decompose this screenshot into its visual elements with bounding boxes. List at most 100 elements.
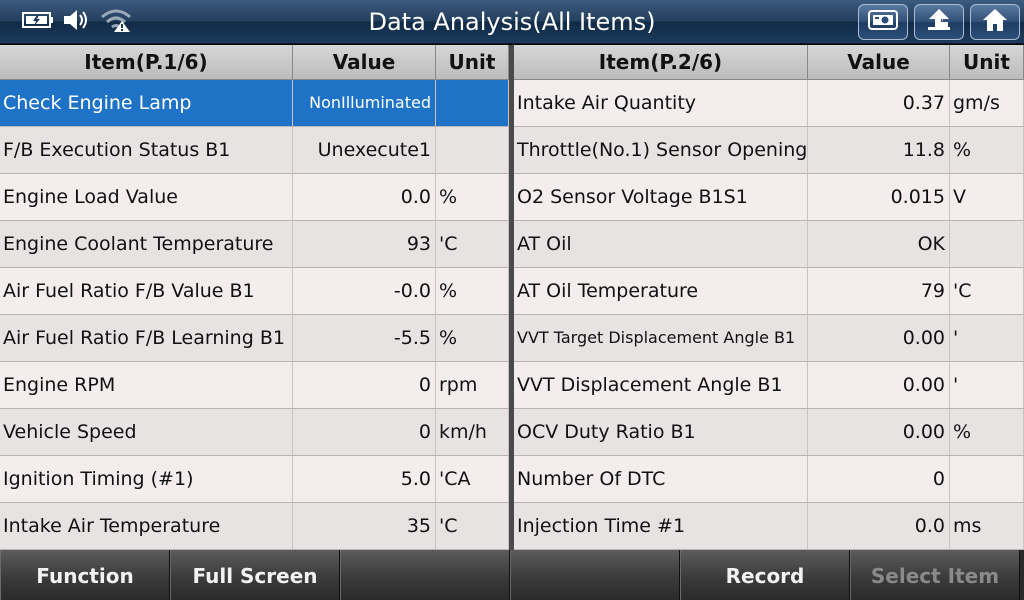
table-row[interactable]: Intake Air Quantity 0.37 gm/s <box>514 80 1024 127</box>
cell-unit: 'C <box>436 221 509 267</box>
column-header-unit[interactable]: Unit <box>436 45 509 79</box>
home-button[interactable] <box>970 4 1020 40</box>
cell-item: Air Fuel Ratio F/B Learning B1 <box>0 315 293 361</box>
cell-item: Throttle(No.1) Sensor Opening <box>514 127 808 173</box>
cell-item: AT Oil <box>514 221 808 267</box>
table-row[interactable]: Engine Coolant Temperature 93 'C <box>0 221 509 268</box>
select-item-button[interactable]: Select Item <box>850 550 1020 600</box>
cell-value: 93 <box>293 221 436 267</box>
cell-item: Vehicle Speed <box>0 409 293 455</box>
cell-unit: 'C <box>436 503 509 549</box>
cell-unit: % <box>950 409 1024 455</box>
data-table-page-1: Item(P.1/6) Value Unit Check Engine Lamp… <box>0 45 509 550</box>
cell-unit: 'C <box>950 268 1024 314</box>
cell-item: Ignition Timing (#1) <box>0 456 293 502</box>
cell-value: 0 <box>293 409 436 455</box>
cell-value: 0 <box>293 362 436 408</box>
cell-item: Injection Time #1 <box>514 503 808 549</box>
table-row[interactable]: F/B Execution Status B1 Unexecute1 <box>0 127 509 174</box>
table-row[interactable]: Ignition Timing (#1) 5.0 'CA <box>0 456 509 503</box>
table-row[interactable]: Number Of DTC 0 <box>514 456 1024 503</box>
cell-item: AT Oil Temperature <box>514 268 808 314</box>
cell-unit: % <box>950 127 1024 173</box>
cell-item: Intake Air Quantity <box>514 80 808 126</box>
cell-unit: gm/s <box>950 80 1024 126</box>
wifi-warning-icon <box>100 7 132 37</box>
table-row[interactable]: Throttle(No.1) Sensor Opening 11.8% <box>514 127 1024 174</box>
cell-unit: 'CA <box>436 456 509 502</box>
column-header-unit[interactable]: Unit <box>950 45 1024 79</box>
cell-value: OK <box>808 221 950 267</box>
bottom-toolbar: Function Full Screen Record Select Item <box>0 550 1024 600</box>
cell-value: 0.0 <box>808 503 950 549</box>
cell-value: -5.5 <box>293 315 436 361</box>
speaker-icon <box>62 8 92 36</box>
table-row[interactable]: AT Oil Temperature 79 'C <box>514 268 1024 315</box>
cell-unit: ' <box>950 362 1024 408</box>
cell-value: 0.00 <box>808 409 950 455</box>
cell-item: Number Of DTC <box>514 456 808 502</box>
cell-value: 0 <box>808 456 950 502</box>
cell-value: 11.8 <box>808 127 950 173</box>
cell-value: -0.0 <box>293 268 436 314</box>
cell-unit: km/h <box>436 409 509 455</box>
cell-value: 0.00 <box>808 362 950 408</box>
cell-item: VVT Target Displacement Angle B1 <box>514 315 808 361</box>
cell-item: F/B Execution Status B1 <box>0 127 293 173</box>
record-button[interactable]: Record <box>680 550 850 600</box>
cell-unit: ' <box>950 315 1024 361</box>
table-row[interactable]: Air Fuel Ratio F/B Learning B1 -5.5% <box>0 315 509 362</box>
back-icon <box>924 7 954 37</box>
status-icons <box>22 7 132 37</box>
table-row[interactable]: OCV Duty Ratio B1 0.00% <box>514 409 1024 456</box>
table-row[interactable]: Engine RPM 0 rpm <box>0 362 509 409</box>
table-row[interactable]: Engine Load Value 0.0% <box>0 174 509 221</box>
cell-unit: rpm <box>436 362 509 408</box>
cell-value: 0.37 <box>808 80 950 126</box>
battery-icon <box>22 11 54 33</box>
table-row[interactable]: Intake Air Temperature 35 'C <box>0 503 509 550</box>
table-header: Item(P.2/6) Value Unit <box>514 45 1024 80</box>
table-row[interactable]: AT Oil OK <box>514 221 1024 268</box>
cell-value: 5.0 <box>293 456 436 502</box>
cell-item: Engine RPM <box>0 362 293 408</box>
cell-item: Air Fuel Ratio F/B Value B1 <box>0 268 293 314</box>
cell-item: VVT Displacement Angle B1 <box>514 362 808 408</box>
table-row[interactable]: Vehicle Speed 0 km/h <box>0 409 509 456</box>
cell-unit <box>436 80 509 126</box>
cell-unit: % <box>436 268 509 314</box>
cell-unit: % <box>436 315 509 361</box>
cell-unit: V <box>950 174 1024 220</box>
column-header-item[interactable]: Item(P.2/6) <box>514 45 808 79</box>
function-button[interactable]: Function <box>0 550 170 600</box>
cell-unit <box>436 127 509 173</box>
table-divider <box>509 45 514 550</box>
cell-item: Intake Air Temperature <box>0 503 293 549</box>
cell-unit: % <box>436 174 509 220</box>
empty-button-1[interactable] <box>340 550 510 600</box>
empty-button-2[interactable] <box>510 550 680 600</box>
table-row[interactable]: VVT Target Displacement Angle B1 0.00 ' <box>514 315 1024 362</box>
data-table-page-2: Item(P.2/6) Value Unit Intake Air Quanti… <box>514 45 1024 550</box>
table-row[interactable]: Air Fuel Ratio F/B Value B1 -0.0% <box>0 268 509 315</box>
cell-value: NonIlluminated <box>293 80 436 126</box>
cell-item: Check Engine Lamp <box>0 80 293 126</box>
table-row[interactable]: VVT Displacement Angle B1 0.00 ' <box>514 362 1024 409</box>
screenshot-icon <box>867 9 899 35</box>
cell-unit <box>950 221 1024 267</box>
table-row[interactable]: Check Engine Lamp NonIlluminated <box>0 80 509 127</box>
cell-value: Unexecute1 <box>293 127 436 173</box>
cell-item: Engine Coolant Temperature <box>0 221 293 267</box>
table-row[interactable]: O2 Sensor Voltage B1S1 0.015 V <box>514 174 1024 221</box>
cell-item: OCV Duty Ratio B1 <box>514 409 808 455</box>
column-header-value[interactable]: Value <box>293 45 436 79</box>
page-title: Data Analysis(All Items) <box>368 8 656 36</box>
cell-item: O2 Sensor Voltage B1S1 <box>514 174 808 220</box>
column-header-value[interactable]: Value <box>808 45 950 79</box>
cell-item: Engine Load Value <box>0 174 293 220</box>
column-header-item[interactable]: Item(P.1/6) <box>0 45 293 79</box>
full-screen-button[interactable]: Full Screen <box>170 550 340 600</box>
back-button[interactable] <box>914 4 964 40</box>
screenshot-button[interactable] <box>858 4 908 40</box>
table-row[interactable]: Injection Time #1 0.0 ms <box>514 503 1024 550</box>
